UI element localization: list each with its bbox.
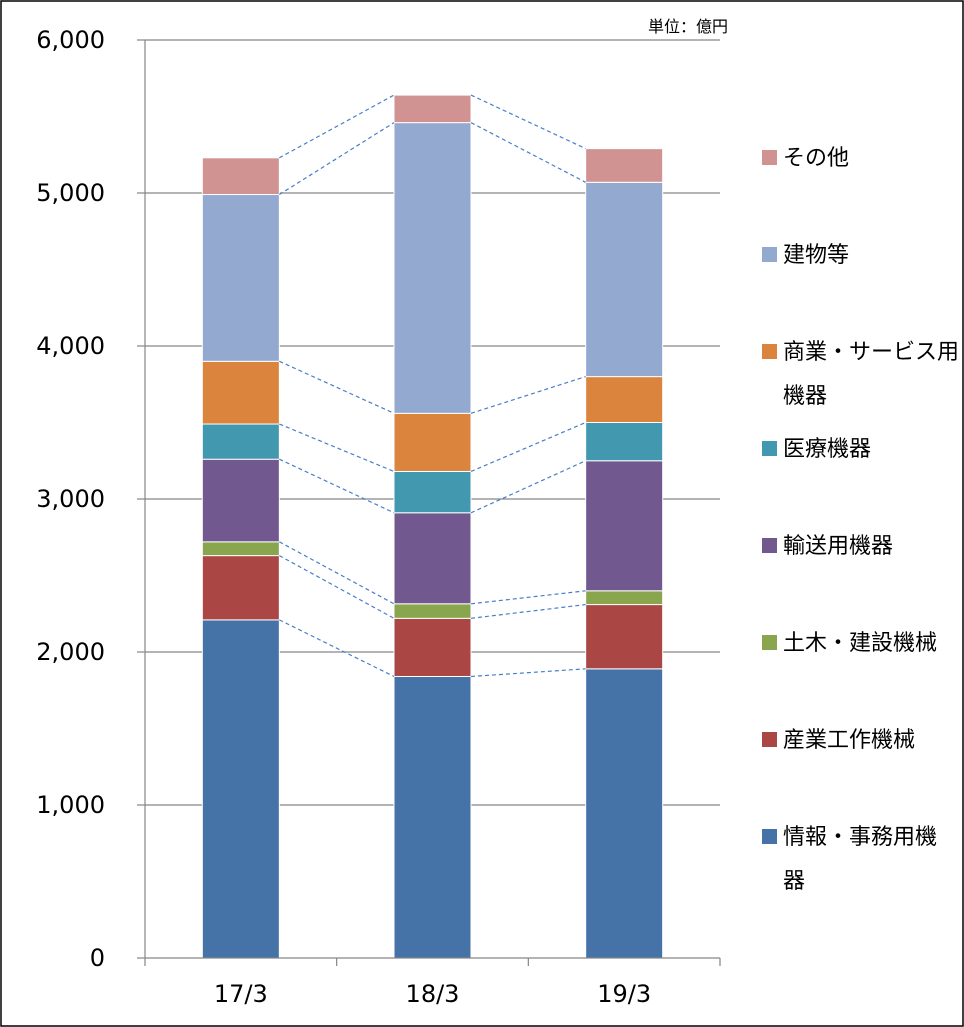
legend-swatch bbox=[762, 150, 777, 165]
connector-line bbox=[279, 458, 395, 514]
y-tick-label: 6,000 bbox=[36, 26, 105, 54]
y-tick-label: 4,000 bbox=[36, 332, 105, 360]
legend-label: 器 bbox=[783, 869, 805, 894]
legend-swatch bbox=[762, 441, 777, 456]
bar-segment bbox=[201, 619, 280, 959]
bar-segment bbox=[585, 590, 664, 606]
bar-segment bbox=[585, 460, 664, 592]
bar-segment bbox=[393, 470, 472, 514]
legend-label: 輸送用機器 bbox=[783, 534, 893, 559]
y-tick-label: 1,000 bbox=[36, 791, 105, 819]
bar-segment bbox=[201, 157, 280, 196]
connector-lines bbox=[279, 94, 586, 678]
connector-line bbox=[470, 668, 586, 678]
legend-swatch bbox=[762, 732, 777, 747]
legend: その他建物等商業・サービス用機器医療機器輸送用機器土木・建設機械産業工作機械情報… bbox=[762, 146, 959, 894]
legend-swatch bbox=[762, 635, 777, 650]
connector-line bbox=[279, 94, 395, 159]
bar-segment bbox=[585, 604, 664, 670]
bar-segment bbox=[201, 194, 280, 362]
bar-segment bbox=[393, 122, 472, 414]
bar-segment bbox=[585, 668, 664, 959]
connector-line bbox=[470, 376, 586, 414]
bar-segment bbox=[585, 376, 664, 424]
legend-swatch bbox=[762, 344, 777, 359]
legend-label: 医療機器 bbox=[783, 437, 871, 462]
bar-segment bbox=[585, 148, 664, 183]
legend-swatch bbox=[762, 538, 777, 553]
y-tick-label: 2,000 bbox=[36, 638, 105, 666]
bars bbox=[201, 94, 664, 959]
legend-swatch bbox=[762, 829, 777, 844]
unit-label: 単位：億円 bbox=[648, 17, 728, 36]
bar-segment bbox=[393, 94, 472, 124]
y-tick-label: 0 bbox=[90, 944, 105, 972]
bar-segment bbox=[201, 541, 280, 557]
connector-line bbox=[279, 555, 395, 619]
legend-label: その他 bbox=[783, 146, 849, 171]
y-tick-label: 5,000 bbox=[36, 179, 105, 207]
connector-line bbox=[470, 590, 586, 605]
bar-segment bbox=[393, 617, 472, 677]
x-tick-label: 18/3 bbox=[406, 980, 460, 1008]
x-tick-label: 17/3 bbox=[214, 980, 268, 1008]
legend-label: 土木・建設機械 bbox=[783, 631, 937, 656]
bar-segment bbox=[585, 181, 664, 378]
bar-segment bbox=[201, 555, 280, 621]
legend-label: 商業・サービス用 bbox=[783, 340, 959, 365]
connector-line bbox=[470, 94, 586, 150]
connector-line bbox=[279, 619, 395, 678]
connector-line bbox=[279, 541, 395, 605]
bar-segment bbox=[201, 458, 280, 543]
legend-label: 産業工作機械 bbox=[783, 728, 915, 753]
axes: 0 1,000 2,000 3,000 4,000 5,000 6,000 17/3 18/3 1… bbox=[36, 26, 721, 1008]
x-tick-label: 19/3 bbox=[597, 980, 651, 1008]
bar-segment bbox=[393, 603, 472, 619]
connector-line bbox=[279, 122, 395, 196]
legend-label: 機器 bbox=[783, 384, 827, 409]
legend-label: 建物等 bbox=[783, 243, 849, 268]
bar-segment bbox=[585, 422, 664, 462]
bar-segment bbox=[201, 423, 280, 460]
y-tick-label: 3,000 bbox=[36, 485, 105, 513]
bar-segment bbox=[393, 675, 472, 959]
connector-line bbox=[470, 122, 586, 183]
bar-segment bbox=[393, 512, 472, 605]
legend-swatch bbox=[762, 247, 777, 262]
legend-label: 情報・事務用機 bbox=[783, 825, 937, 850]
bar-segment bbox=[201, 360, 280, 425]
bar-segment bbox=[393, 412, 472, 472]
connector-line bbox=[470, 603, 586, 619]
